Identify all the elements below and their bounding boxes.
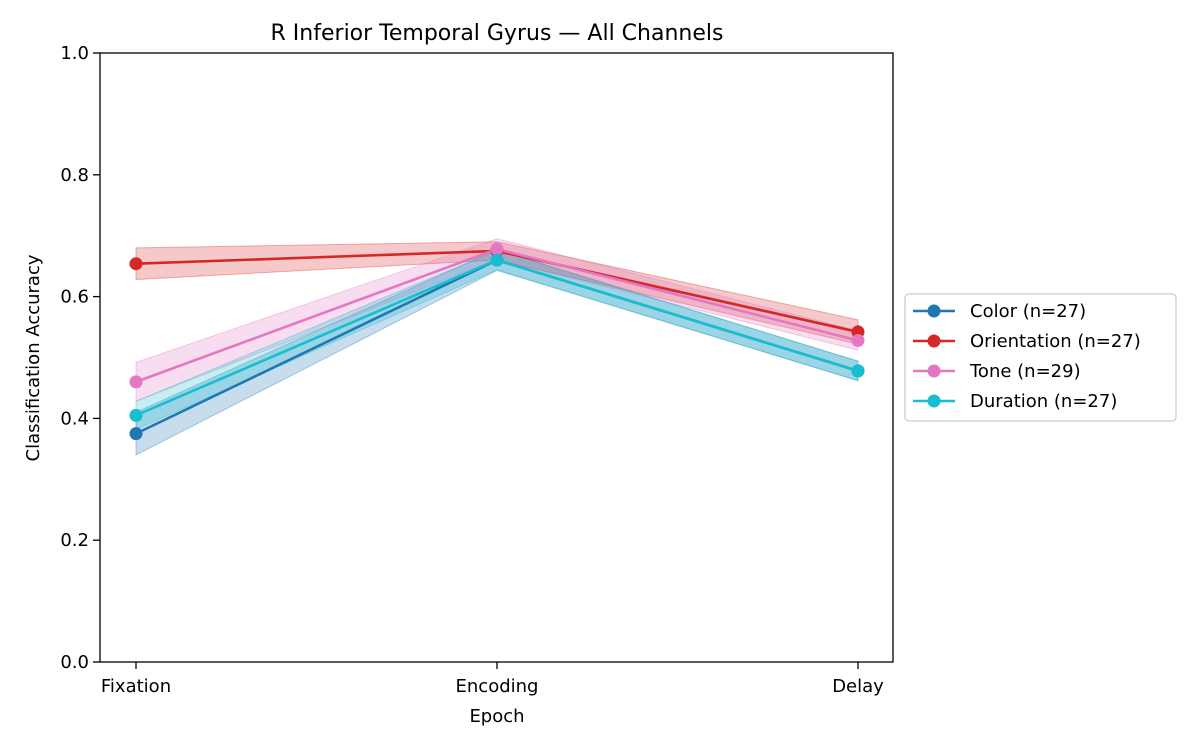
series-point-3-0 (129, 408, 143, 422)
axes: 0.0 0.2 0.4 0.6 0.8 1.0 Fixation Encoding Delay (60, 43, 884, 697)
y-tick-label: 0.4 (60, 408, 89, 429)
legend-label-2: Tone (n=29) (969, 361, 1081, 382)
legend-marker-0 (927, 304, 941, 318)
plot-area (129, 238, 865, 456)
y-tick-label: 0.8 (60, 165, 89, 186)
y-axis-label: Classification Accuracy (23, 254, 44, 461)
series-point-2-2 (851, 333, 865, 347)
series-point-1-0 (129, 257, 143, 271)
x-tick-label: Delay (832, 676, 884, 697)
y-tick-label: 0.0 (60, 652, 89, 673)
series-point-2-1 (490, 242, 504, 256)
y-tick-label: 0.6 (60, 287, 89, 308)
legend-label-3: Duration (n=27) (970, 391, 1117, 412)
x-tick-label: Fixation (101, 676, 171, 697)
legend-marker-3 (927, 394, 941, 408)
series-point-3-1 (490, 253, 504, 267)
legend-label-0: Color (n=27) (970, 301, 1086, 322)
series-point-3-2 (851, 364, 865, 378)
legend-label-1: Orientation (n=27) (970, 331, 1141, 352)
x-axis-label: Epoch (469, 706, 524, 727)
x-tick-label: Encoding (456, 676, 539, 697)
y-tick-label: 1.0 (60, 43, 89, 64)
series-point-0-0 (129, 427, 143, 441)
series-band-2 (135, 238, 859, 403)
series-point-2-0 (129, 375, 143, 389)
legend-marker-2 (927, 364, 941, 378)
legend-box (904, 293, 1177, 422)
legend-marker-1 (927, 334, 941, 348)
legend: Color (n=27) Orientation (n=27) Tone (n=29… (904, 293, 1177, 422)
chart-title: R Inferior Temporal Gyrus — All Channels (271, 21, 724, 46)
y-tick-label: 0.2 (60, 530, 89, 551)
